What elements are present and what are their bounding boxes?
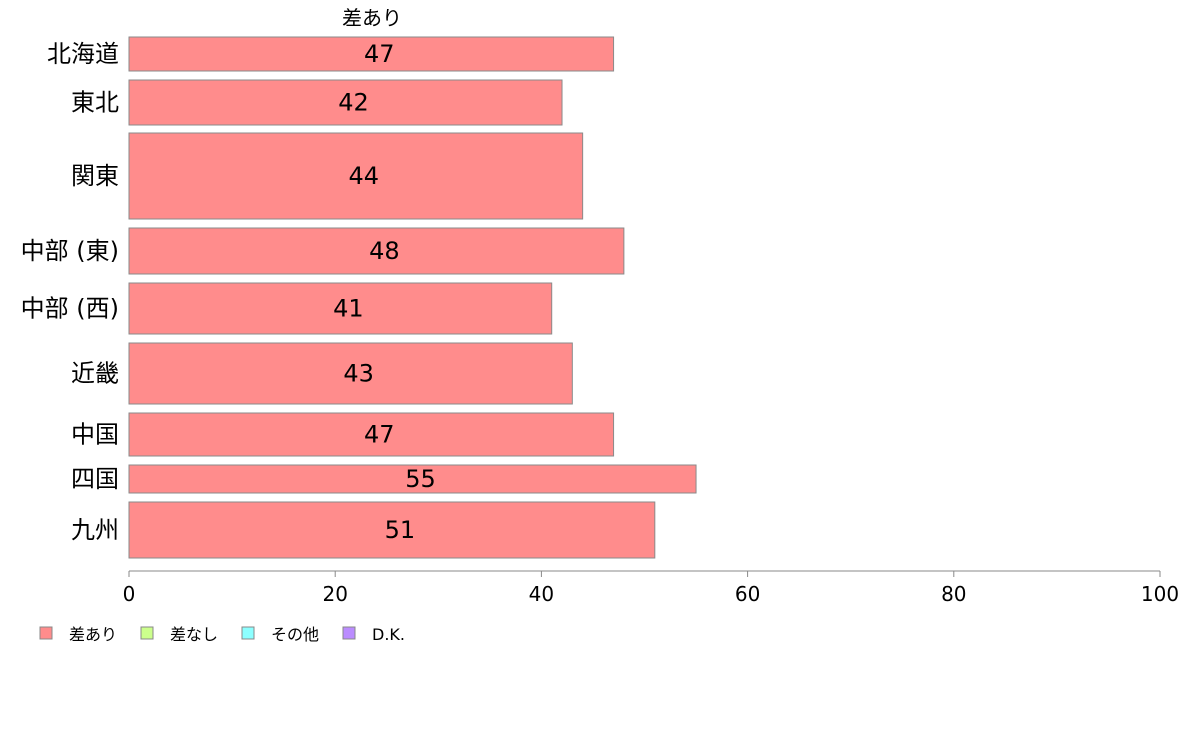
- x-tick-label: 20: [322, 582, 347, 606]
- category-label: 関東: [71, 162, 119, 190]
- x-axis: 0 20 40 60 80 100: [123, 570, 1179, 606]
- series-title: 差あり: [342, 6, 402, 30]
- x-tick-label: 0: [123, 582, 136, 606]
- bar: [128, 36, 615, 72]
- bar-value-label: 47: [364, 40, 395, 68]
- legend-swatch: [140, 626, 154, 640]
- legend-swatch: [342, 626, 356, 640]
- bar-value-label: 43: [343, 360, 374, 388]
- legend-swatch: [241, 626, 255, 640]
- x-tick-label: 60: [735, 582, 760, 606]
- bar-value-label: 41: [333, 295, 364, 323]
- bar-value-label: 51: [385, 516, 416, 544]
- bar-value-label: 44: [349, 162, 380, 190]
- bars-group: 北海道 47 東北 42 関東 44 中部 (東) 48 中部 (西) 41 近畿 43 中国 47 四国 5…: [21, 36, 697, 559]
- legend: 差あり 差なし その他 D.K.: [39, 625, 405, 644]
- bar: [128, 501, 656, 559]
- bar: [128, 282, 553, 335]
- category-label: 中国: [71, 421, 119, 449]
- bar: [128, 464, 697, 494]
- x-tick-label: 100: [1141, 582, 1179, 606]
- bar: [128, 132, 584, 220]
- x-tick-label: 80: [941, 582, 966, 606]
- bar-value-label: 42: [338, 89, 369, 117]
- category-label: 四国: [71, 465, 119, 493]
- category-label: 近畿: [71, 360, 119, 388]
- category-label: 九州: [71, 516, 119, 544]
- legend-label: その他: [271, 625, 319, 644]
- legend-label: 差なし: [170, 625, 218, 644]
- legend-label: 差あり: [69, 625, 117, 644]
- bar: [128, 79, 563, 126]
- legend-swatch: [39, 626, 53, 640]
- category-label: 中部 (東): [21, 237, 119, 265]
- bar: [128, 412, 615, 457]
- category-label: 東北: [71, 89, 119, 117]
- bar-value-label: 47: [364, 421, 395, 449]
- bar-value-label: 55: [405, 465, 436, 493]
- bar: [128, 227, 625, 275]
- legend-label: D.K.: [372, 625, 405, 644]
- bar-value-label: 48: [369, 237, 400, 265]
- category-label: 北海道: [47, 40, 119, 68]
- category-label: 中部 (西): [21, 295, 119, 323]
- x-tick-label: 40: [529, 582, 554, 606]
- bar: [128, 342, 573, 405]
